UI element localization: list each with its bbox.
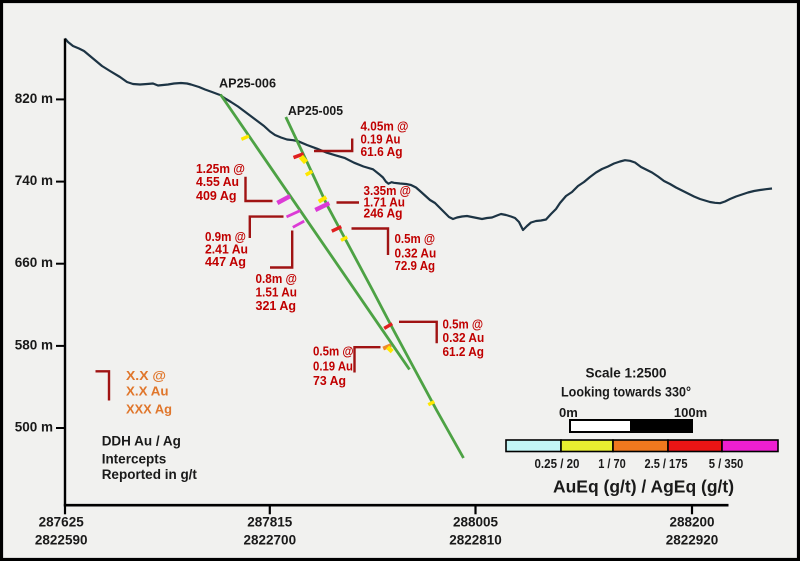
svg-text:3.35m @: 3.35m @ [364,183,412,198]
svg-text:1.25m @: 1.25m @ [196,161,245,176]
svg-text:Scale 1:2500: Scale 1:2500 [585,366,666,381]
svg-text:447 Ag: 447 Ag [205,254,246,269]
svg-text:0m: 0m [559,405,578,420]
svg-text:1.71 Au: 1.71 Au [364,195,406,210]
svg-text:246 Ag: 246 Ag [364,206,403,221]
svg-text:AP25-006: AP25-006 [219,76,276,91]
svg-text:0.19 Au: 0.19 Au [361,131,401,146]
svg-text:820 m: 820 m [15,91,53,106]
svg-text:2822920: 2822920 [666,533,719,548]
svg-text:0.19 Au: 0.19 Au [313,358,353,373]
svg-text:660 m: 660 m [15,255,53,270]
svg-text:2822700: 2822700 [244,533,297,548]
svg-text:73 Ag: 73 Ag [313,373,346,388]
svg-text:740 m: 740 m [15,173,53,188]
svg-text:61.6 Ag: 61.6 Ag [361,144,403,159]
svg-text:5 / 350: 5 / 350 [709,456,744,471]
svg-text:0.5m @: 0.5m @ [313,344,354,359]
svg-text:72.9 Ag: 72.9 Ag [395,258,436,273]
svg-text:321 Ag: 321 Ag [256,298,297,313]
svg-text:2822810: 2822810 [449,533,502,548]
svg-text:409 Ag: 409 Ag [196,188,237,203]
svg-text:287815: 287815 [247,515,293,530]
svg-text:2.41 Au: 2.41 Au [205,241,248,256]
svg-text:287625: 287625 [39,515,85,530]
svg-text:AuEq (g/t) / AgEq (g/t): AuEq (g/t) / AgEq (g/t) [553,477,734,497]
svg-text:Intercepts: Intercepts [102,451,167,466]
svg-text:0.9m @: 0.9m @ [205,229,246,244]
svg-text:0.32 Au: 0.32 Au [443,330,485,345]
svg-text:0.25 / 20: 0.25 / 20 [535,456,580,471]
svg-text:288200: 288200 [669,515,714,530]
svg-text:2822590: 2822590 [35,533,88,548]
svg-text:100m: 100m [674,405,707,420]
svg-text:288005: 288005 [453,515,499,530]
svg-text:580 m: 580 m [15,337,53,352]
svg-text:XXX Ag: XXX Ag [126,401,172,416]
svg-text:AP25-005: AP25-005 [288,103,343,118]
svg-text:0.5m @: 0.5m @ [395,231,436,246]
svg-text:0.8m @: 0.8m @ [256,271,298,286]
svg-text:61.2 Ag: 61.2 Ag [443,344,485,359]
svg-text:1 / 70: 1 / 70 [598,456,626,471]
svg-text:0.5m @: 0.5m @ [443,317,484,332]
svg-text:X.X @: X.X @ [126,368,166,383]
svg-text:2.5 / 175: 2.5 / 175 [645,456,688,471]
svg-text:X.X Au: X.X Au [126,384,169,399]
svg-text:Reported in g/t: Reported in g/t [102,467,198,482]
svg-text:0.32 Au: 0.32 Au [395,245,437,260]
svg-text:500 m: 500 m [15,419,53,434]
svg-text:1.51 Au: 1.51 Au [256,285,298,300]
svg-text:DDH Au / Ag: DDH Au / Ag [102,433,181,448]
svg-text:4.05m @: 4.05m @ [361,119,409,134]
svg-text:Looking towards 330°: Looking towards 330° [561,384,691,399]
svg-text:4.55 Au: 4.55 Au [196,174,239,189]
